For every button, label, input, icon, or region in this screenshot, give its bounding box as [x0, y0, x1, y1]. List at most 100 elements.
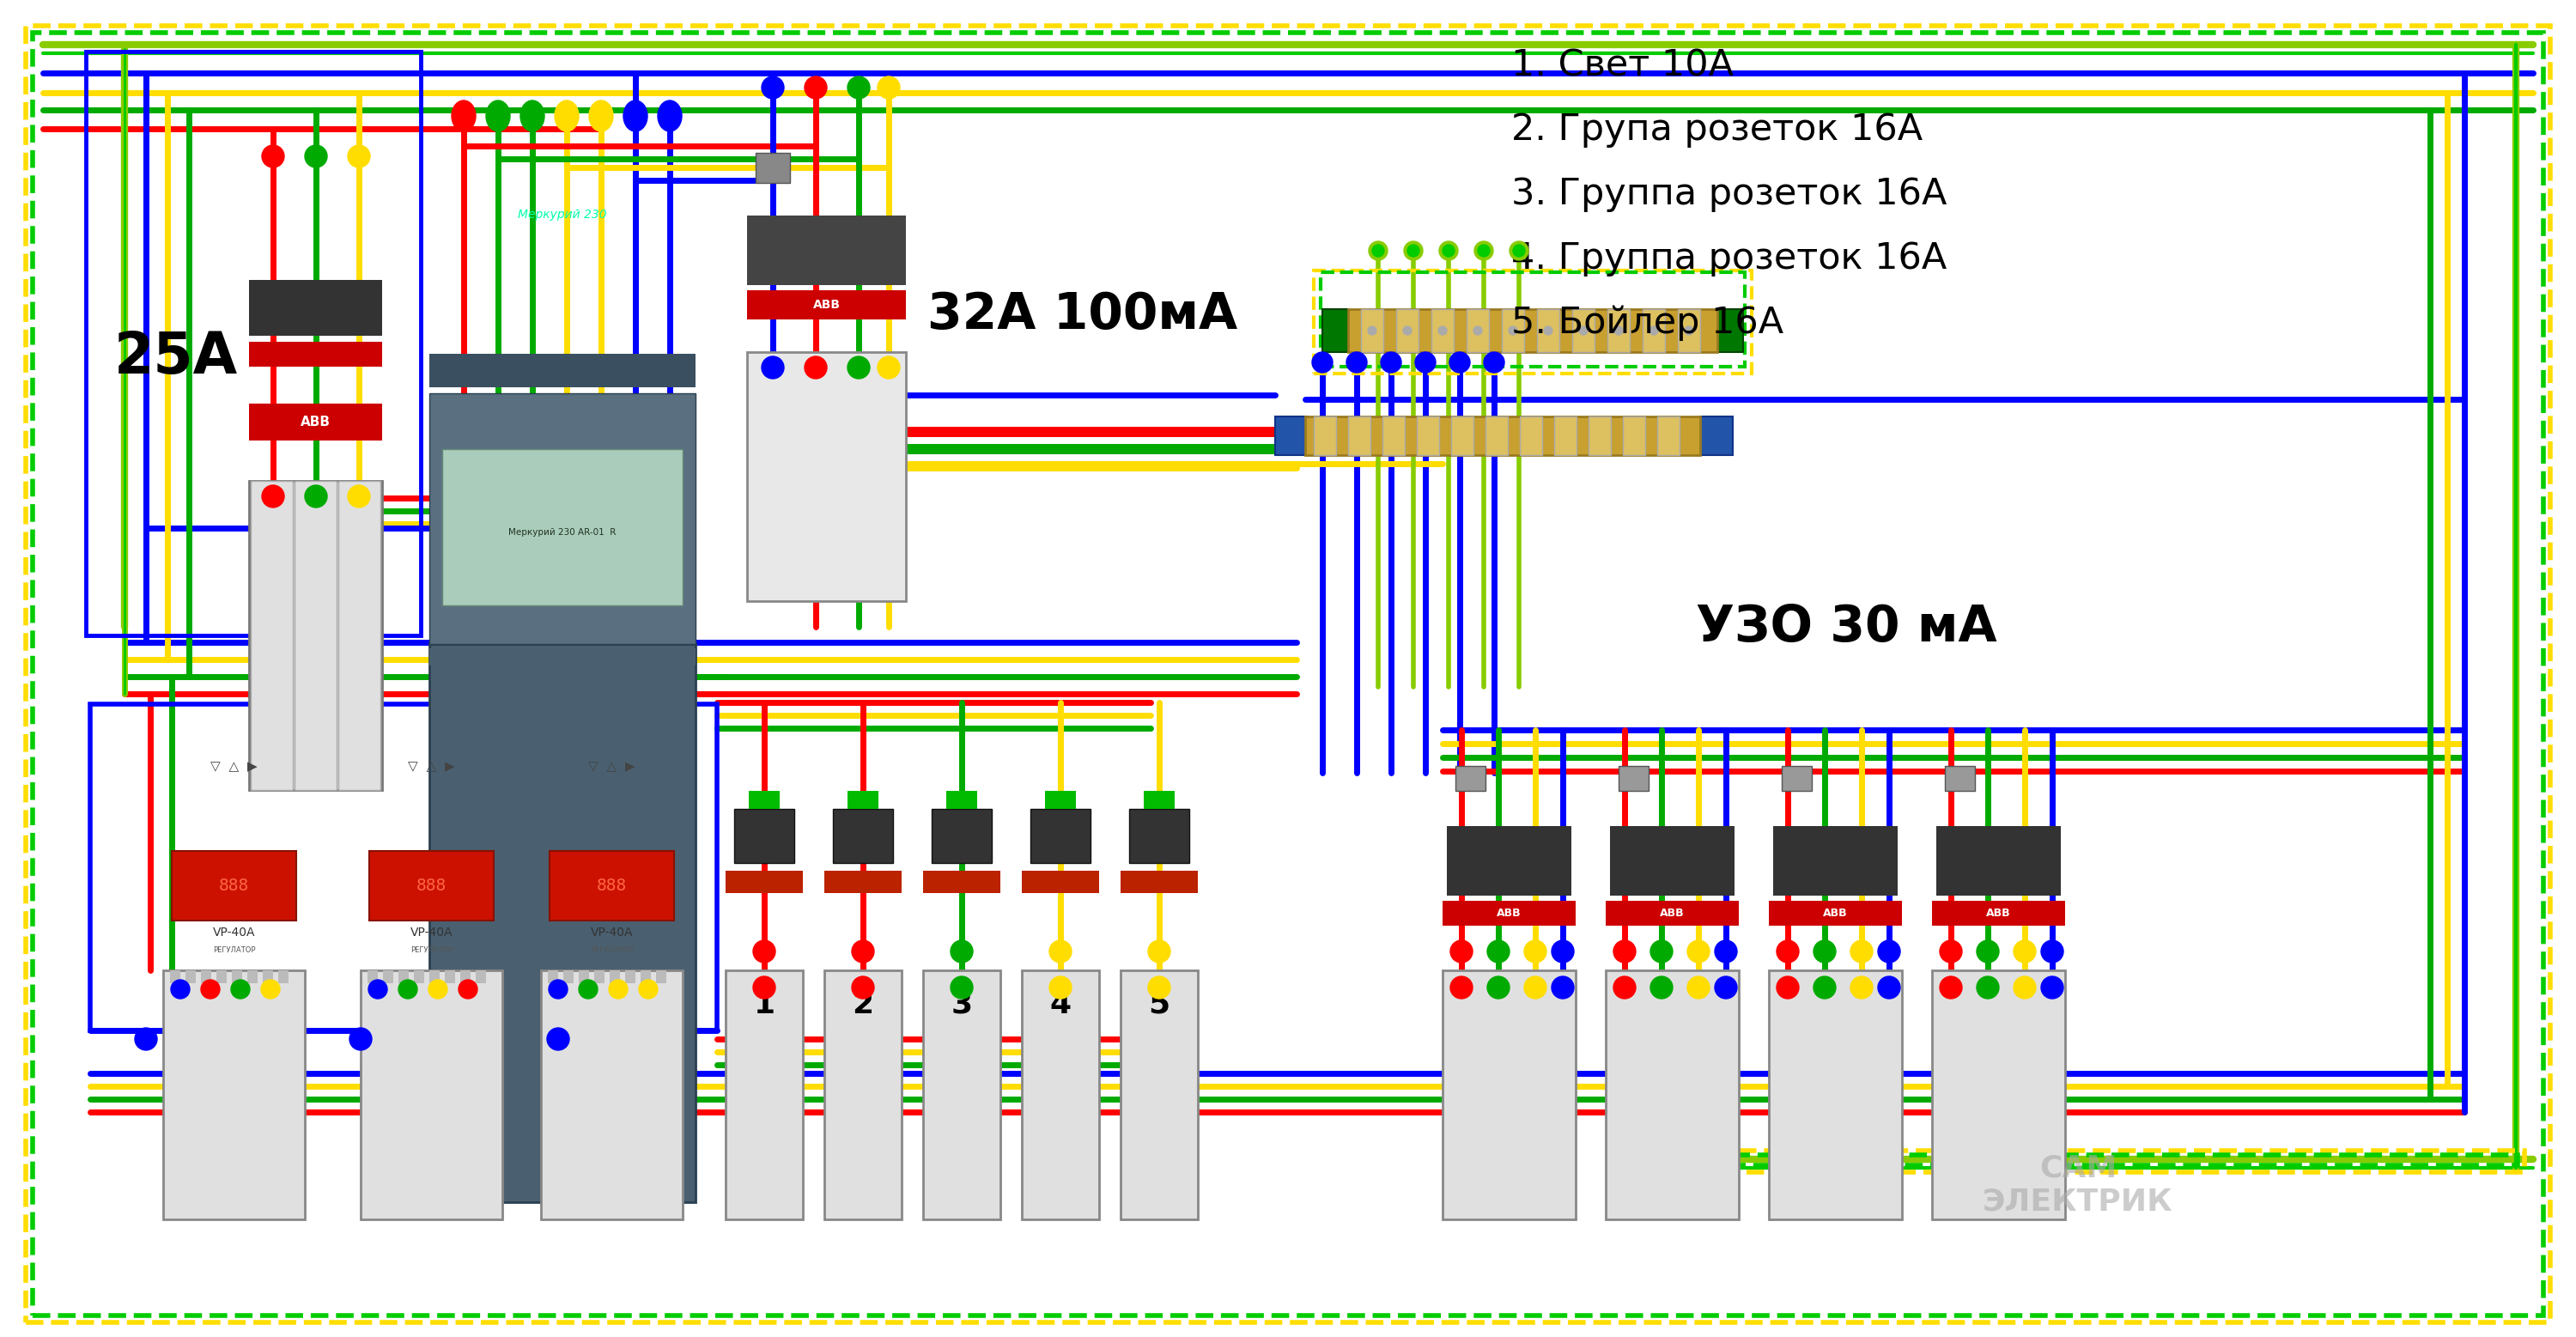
Circle shape [428, 980, 448, 999]
Circle shape [1381, 352, 1401, 373]
Bar [1023, 971, 1100, 1219]
Circle shape [1048, 976, 1072, 999]
Bar [1772, 826, 1899, 896]
Circle shape [170, 980, 191, 999]
Text: ▽  △  ▶: ▽ △ ▶ [407, 759, 456, 773]
Circle shape [304, 485, 327, 508]
Circle shape [878, 76, 899, 99]
Bar [263, 971, 273, 983]
Circle shape [1048, 940, 1072, 963]
Bar [824, 870, 902, 893]
Bar [641, 971, 652, 983]
Bar [232, 971, 242, 983]
Circle shape [134, 1028, 157, 1050]
Bar [446, 971, 456, 983]
Circle shape [1716, 940, 1736, 963]
Circle shape [260, 980, 281, 999]
Circle shape [232, 980, 250, 999]
Bar [361, 971, 502, 1219]
Bar [1486, 416, 1507, 455]
Circle shape [1406, 245, 1419, 257]
Bar [216, 971, 227, 983]
Circle shape [639, 980, 657, 999]
Circle shape [951, 940, 974, 963]
Text: САМ
ЭЛЕКТРИК: САМ ЭЛЕКТРИК [1984, 1154, 2174, 1217]
Bar [247, 971, 258, 983]
Bar [832, 809, 894, 864]
Circle shape [1716, 976, 1736, 999]
Bar [755, 152, 791, 183]
Bar [461, 971, 471, 983]
Ellipse shape [451, 100, 477, 131]
Bar [945, 792, 976, 809]
Circle shape [1479, 245, 1489, 257]
Bar [1030, 809, 1090, 864]
Circle shape [1486, 940, 1510, 963]
Text: ABB: ABB [1824, 908, 1847, 919]
Bar [1450, 416, 1473, 455]
Bar [1502, 309, 1525, 352]
Circle shape [580, 980, 598, 999]
Bar [747, 352, 907, 602]
Ellipse shape [657, 100, 683, 131]
Text: VP-40A: VP-40A [410, 927, 453, 939]
Bar [250, 404, 381, 441]
Circle shape [853, 940, 873, 963]
Circle shape [1311, 352, 1332, 373]
Text: ABB: ABB [1659, 908, 1685, 919]
Text: 888: 888 [417, 877, 446, 894]
Circle shape [1579, 326, 1587, 334]
Bar [922, 870, 999, 893]
Text: 25A: 25A [113, 329, 237, 385]
Circle shape [399, 980, 417, 999]
Circle shape [1976, 940, 1999, 963]
Circle shape [752, 940, 775, 963]
Bar [443, 449, 683, 604]
Bar [384, 971, 394, 983]
Bar [922, 971, 999, 1219]
Circle shape [348, 146, 371, 167]
Bar [1623, 416, 1646, 455]
Bar [726, 870, 804, 893]
Bar [1643, 309, 1664, 352]
Bar [1347, 416, 1370, 455]
Ellipse shape [487, 100, 510, 131]
Circle shape [304, 146, 327, 167]
Circle shape [848, 357, 871, 378]
Bar [933, 809, 992, 864]
Circle shape [1613, 940, 1636, 963]
Circle shape [853, 976, 873, 999]
Bar [368, 971, 379, 983]
Bar [734, 809, 793, 864]
Ellipse shape [590, 100, 613, 131]
Circle shape [1615, 326, 1623, 334]
Bar [1144, 792, 1175, 809]
Bar [201, 971, 211, 983]
Circle shape [878, 357, 899, 378]
Bar [1417, 416, 1440, 455]
Circle shape [804, 357, 827, 378]
Circle shape [1484, 352, 1504, 373]
Bar [848, 792, 878, 809]
Text: 2: 2 [853, 991, 873, 1019]
Bar [170, 971, 180, 983]
Bar [1046, 792, 1077, 809]
Bar [1589, 416, 1610, 455]
Bar [368, 850, 495, 921]
Bar [1455, 766, 1486, 792]
Text: 1. Свет 10A: 1. Свет 10A [1512, 47, 1734, 83]
Circle shape [1543, 326, 1553, 334]
Circle shape [1878, 940, 1901, 963]
Bar [1360, 309, 1383, 352]
Text: 5. Бойлер 16A: 5. Бойлер 16A [1512, 305, 1783, 341]
Bar [278, 971, 289, 983]
Bar [1314, 416, 1337, 455]
Circle shape [608, 980, 629, 999]
Circle shape [1685, 326, 1692, 334]
Bar [162, 971, 304, 1219]
Bar [1396, 309, 1419, 352]
Bar [1321, 309, 1347, 352]
Circle shape [2040, 976, 2063, 999]
Circle shape [1525, 940, 1546, 963]
Bar [1443, 971, 1577, 1219]
